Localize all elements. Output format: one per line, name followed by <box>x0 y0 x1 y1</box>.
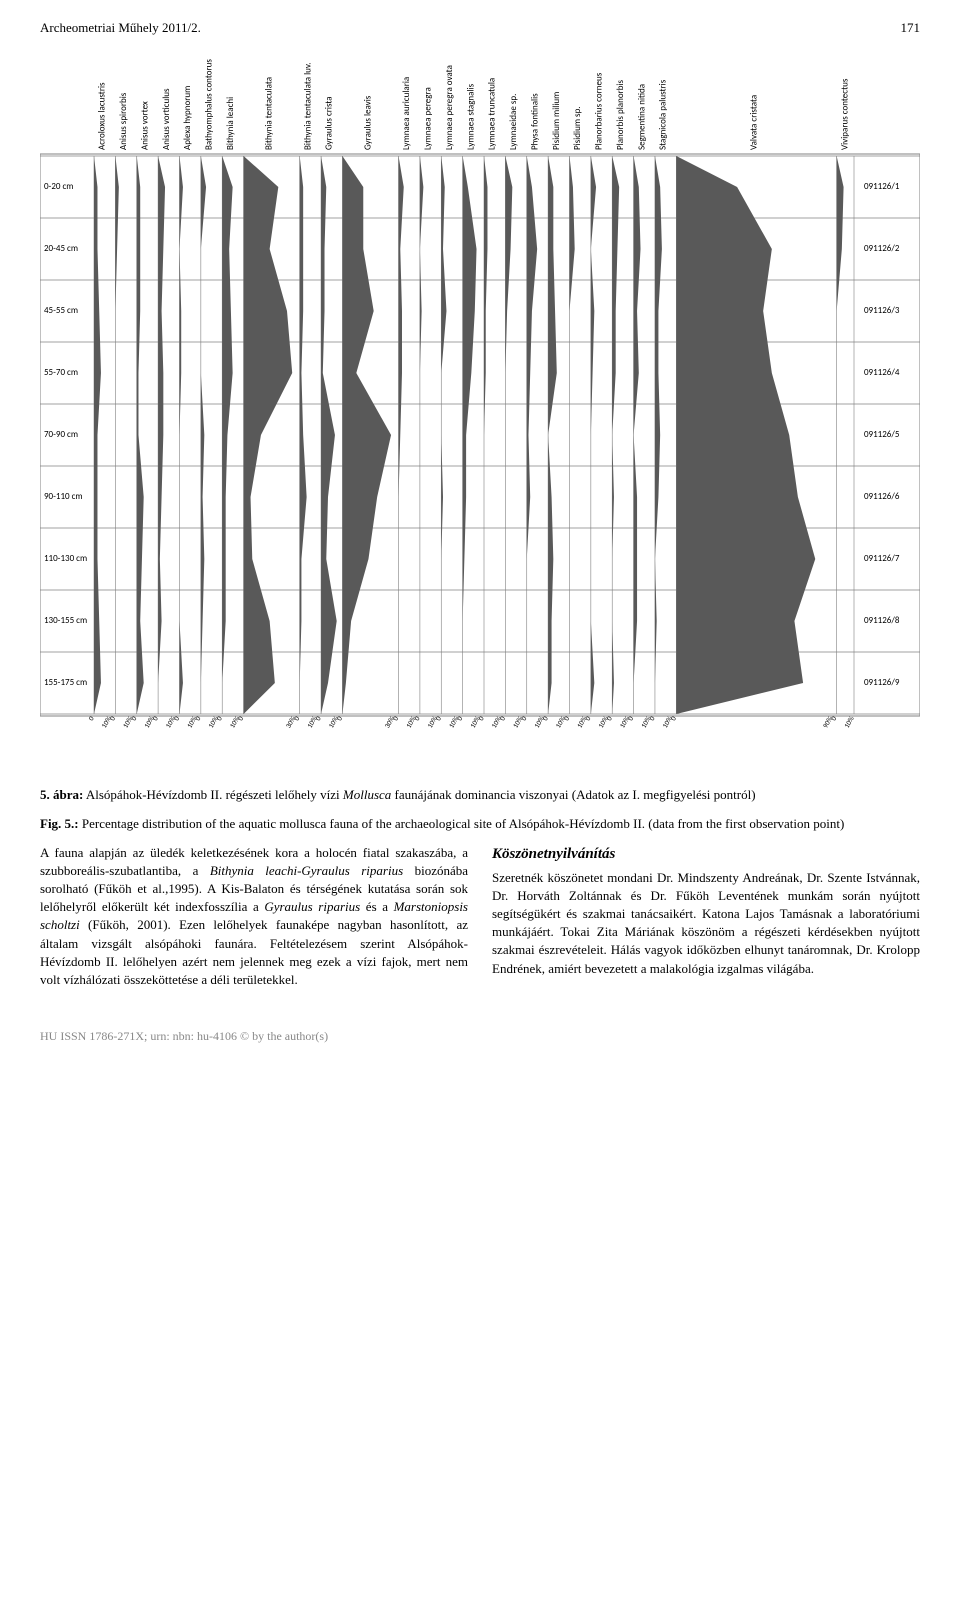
svg-text:Gyraulus crista: Gyraulus crista <box>324 96 335 150</box>
left-column: A fauna alapján az üledék keletkezésének… <box>40 844 468 990</box>
page-number: 171 <box>901 20 921 36</box>
svg-text:091126/6: 091126/6 <box>864 491 900 502</box>
svg-text:Anisus spirorbis: Anisus spirorbis <box>118 92 129 150</box>
right-column: Köszönetnyilvánítás Szeretnék köszönetet… <box>492 844 920 990</box>
svg-text:155-175 cm: 155-175 cm <box>44 677 87 688</box>
svg-text:0: 0 <box>86 714 96 722</box>
svg-text:130-155 cm: 130-155 cm <box>44 615 87 626</box>
svg-text:Lymnaea peregra: Lymnaea peregra <box>423 87 434 150</box>
svg-text:Physa fontinalis: Physa fontinalis <box>529 93 540 150</box>
svg-text:10%: 10% <box>842 715 856 730</box>
left-paragraph: A fauna alapján az üledék keletkezésének… <box>40 844 468 990</box>
svg-text:091126/7: 091126/7 <box>864 553 900 564</box>
svg-text:Segmentina nitida: Segmentina nitida <box>636 84 647 150</box>
svg-text:55-70 cm: 55-70 cm <box>44 367 78 378</box>
svg-text:Viviparus contectus: Viviparus contectus <box>839 78 850 150</box>
chart-svg: 0-20 cm 20-45 cm 45-55 cm 55-70 cm 70-90 cm 9… <box>40 46 920 766</box>
svg-text:0-20 cm: 0-20 cm <box>44 181 73 192</box>
svg-text:90-110 cm: 90-110 cm <box>44 491 83 502</box>
svg-text:Bathyomphalus contorus: Bathyomphalus contorus <box>204 59 215 150</box>
svg-text:Acroloxus lacustris: Acroloxus lacustris <box>97 82 108 150</box>
fig-label-en: Fig. 5.: <box>40 816 79 831</box>
svg-text:Bithynia tentaculata luv.: Bithynia tentaculata luv. <box>302 63 313 150</box>
ack-heading: Köszönetnyilvánítás <box>492 844 920 865</box>
svg-text:Lymnaea peregra ovata: Lymnaea peregra ovata <box>444 65 455 150</box>
svg-text:091126/8: 091126/8 <box>864 615 900 626</box>
caption-hu: 5. ábra: Alsópáhok-Hévízdomb II. régésze… <box>40 786 920 805</box>
svg-text:Valvata cristata: Valvata cristata <box>748 95 759 150</box>
svg-text:Aplexa hypnorum: Aplexa hypnorum <box>182 86 193 150</box>
svg-text:45-55 cm: 45-55 cm <box>44 305 78 316</box>
svg-text:091126/3: 091126/3 <box>864 305 900 316</box>
svg-text:Lymnaea stagnalis: Lymnaea stagnalis <box>465 83 476 150</box>
right-paragraph: Szeretnék köszönetet mondani Dr. Mindsze… <box>492 869 920 978</box>
journal-name: Archeometriai Műhely 2011/2. <box>40 20 201 36</box>
svg-text:110-130 cm: 110-130 cm <box>44 553 87 564</box>
svg-text:091126/2: 091126/2 <box>864 243 900 254</box>
fig-label-hu: 5. ábra: <box>40 787 83 802</box>
svg-text:Gyraulus leavis: Gyraulus leavis <box>362 95 373 150</box>
page-footer: HU ISSN 1786-271X; urn: nbn: hu-4106 © b… <box>40 1029 920 1044</box>
svg-text:Pisidium milium: Pisidium milium <box>551 92 562 150</box>
svg-text:Planorbis planorbis: Planorbis planorbis <box>615 80 626 150</box>
caption-en: Fig. 5.: Percentage distribution of the … <box>40 815 920 834</box>
svg-text:Anisus vorticulus: Anisus vorticulus <box>161 88 172 150</box>
svg-text:Anisus vortex: Anisus vortex <box>139 101 150 150</box>
svg-text:70-90 cm: 70-90 cm <box>44 429 78 440</box>
svg-text:091126/4: 091126/4 <box>864 367 900 378</box>
svg-text:Pisidium sp.: Pisidium sp. <box>572 106 583 150</box>
svg-text:Lymnaea auricularia: Lymnaea auricularia <box>401 77 412 150</box>
svg-text:20-45 cm: 20-45 cm <box>44 243 78 254</box>
svg-text:Bithynia tentaculata: Bithynia tentaculata <box>264 77 275 150</box>
svg-text:Stagnicola palustris: Stagnicola palustris <box>658 79 669 150</box>
body-columns: A fauna alapján az üledék keletkezésének… <box>40 844 920 990</box>
svg-text:091126/5: 091126/5 <box>864 429 900 440</box>
svg-text:Lymnaeidae sp.: Lymnaeidae sp. <box>508 94 519 150</box>
svg-text:091126/1: 091126/1 <box>864 181 900 192</box>
svg-text:091126/9: 091126/9 <box>864 677 900 688</box>
svg-text:Lymnaea truncatula: Lymnaea truncatula <box>487 78 498 150</box>
page-header: Archeometriai Műhely 2011/2. 171 <box>40 20 920 36</box>
svg-text:Planorbarius corneus: Planorbarius corneus <box>594 72 605 150</box>
svg-text:Bithynia leachi: Bithynia leachi <box>225 97 236 150</box>
dominance-chart: 0-20 cm 20-45 cm 45-55 cm 55-70 cm 70-90 cm 9… <box>40 46 920 766</box>
